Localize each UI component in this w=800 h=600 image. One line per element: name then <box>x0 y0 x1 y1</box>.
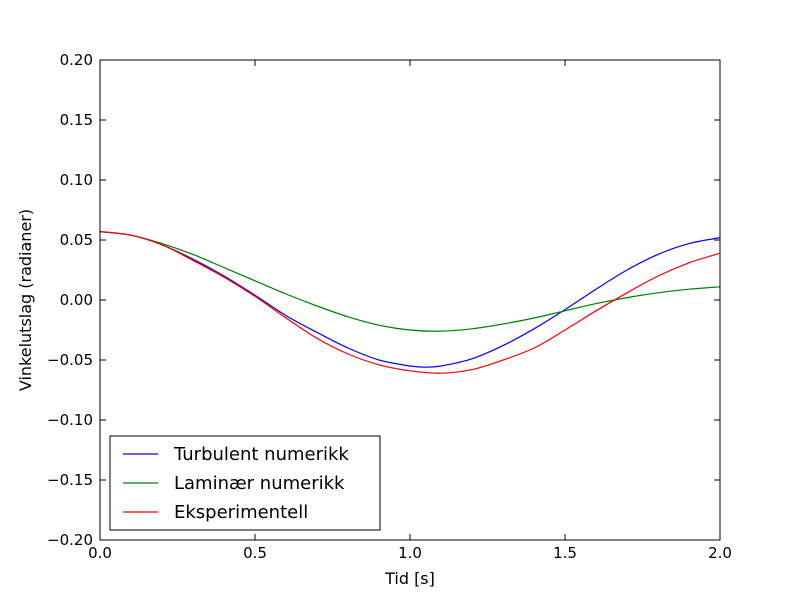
legend-label-2: Laminær numerikk <box>174 473 345 494</box>
legend-label-3: Eksperimentell <box>174 502 308 523</box>
series-line-3 <box>99 231 721 374</box>
y-tick-label: 0.15 <box>60 111 93 129</box>
series-layer <box>99 231 721 374</box>
x-axis-label: Tid [s] <box>384 569 435 588</box>
y-tick-label: 0.00 <box>60 291 93 309</box>
x-tick-label: 1.0 <box>398 544 422 562</box>
y-tick-label: 0.05 <box>60 231 93 249</box>
y-tick-label: −0.20 <box>47 531 93 549</box>
legend: Turbulent numerikk Laminær numerikk Eksper… <box>109 435 381 531</box>
y-tick-label: −0.15 <box>47 471 93 489</box>
x-tick-label: 0.5 <box>243 544 267 562</box>
y-axis-label: Vinkelutslag (radianer) <box>16 209 35 391</box>
series-line-1 <box>99 231 721 368</box>
series-line-2 <box>99 231 721 332</box>
tick-labels: 0.0 0.5 1.0 1.5 2.0 −0.20 −0.15 −0.10 −0.05 0.00 0… <box>47 51 732 562</box>
x-tick-label: 0.0 <box>88 544 112 562</box>
axes-frame <box>99 59 721 541</box>
x-tick-label: 1.5 <box>553 544 577 562</box>
y-tick-label: −0.10 <box>47 411 93 429</box>
x-tick-label: 2.0 <box>708 544 732 562</box>
y-tick-label: −0.05 <box>47 351 93 369</box>
y-tick-label: 0.20 <box>60 51 93 69</box>
y-tick-label: 0.10 <box>60 171 93 189</box>
legend-label-1: Turbulent numerikk <box>173 444 349 465</box>
